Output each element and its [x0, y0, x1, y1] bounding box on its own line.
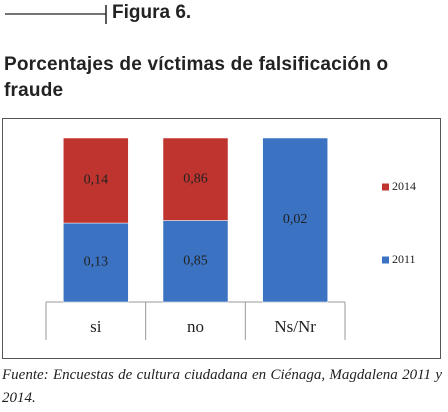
chart-title: Porcentajes de víctimas de falsificación…: [4, 54, 389, 101]
bar-segment: [63, 137, 129, 224]
x-tick-label: Ns/Nr: [274, 317, 316, 336]
chart-frame: [2, 118, 441, 359]
legend-swatch: [382, 183, 389, 191]
source: Fuente: Encuestas de cultura ciudadana e…: [2, 367, 442, 406]
x-tick-label: no: [187, 317, 204, 336]
bar-segment: [262, 137, 328, 303]
value-label: 0,14: [84, 173, 109, 188]
legend-swatch: [382, 256, 389, 264]
figure-label: Figura 6.: [112, 2, 192, 23]
x-tick-label: si: [90, 317, 102, 336]
value-label: 0,85: [183, 253, 208, 268]
value-label: 0,86: [183, 171, 208, 186]
legend-label: 2014: [392, 179, 416, 193]
value-label: 0,02: [283, 212, 308, 227]
value-label: 0,13: [84, 255, 109, 270]
bar-segment: [162, 137, 229, 221]
legend-label: 2011: [392, 252, 416, 266]
